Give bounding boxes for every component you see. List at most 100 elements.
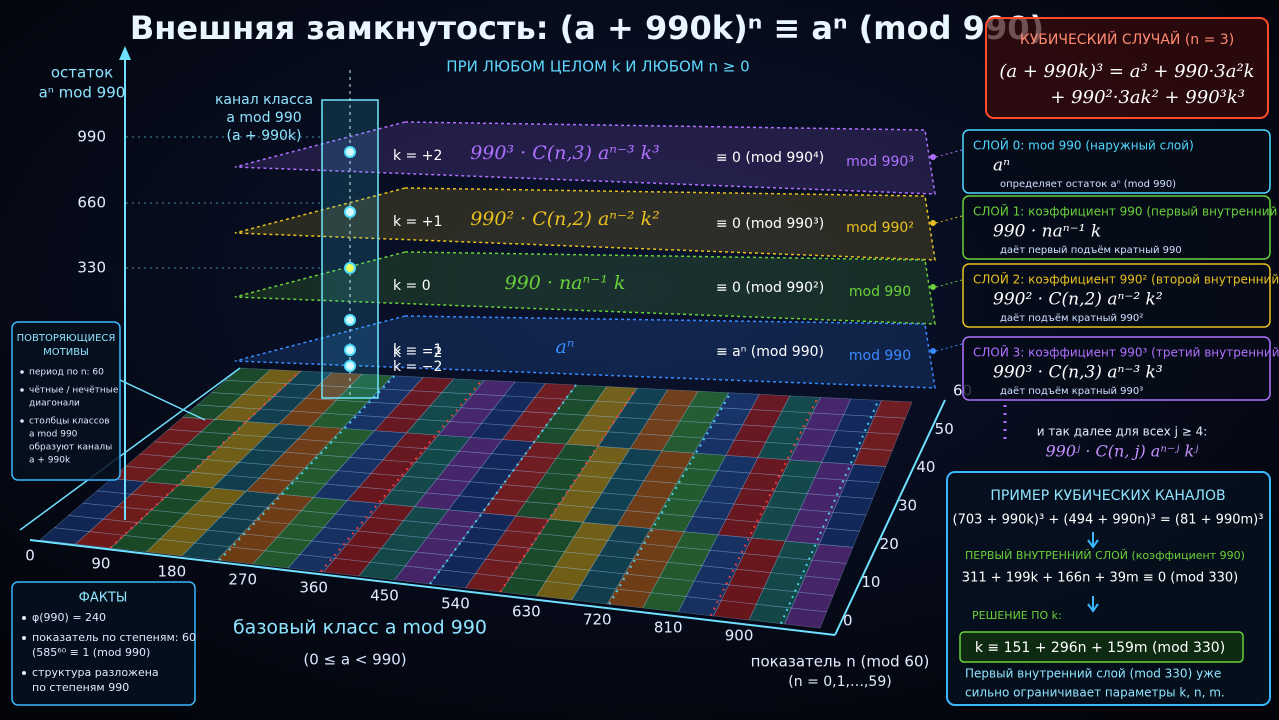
pointer [119, 379, 206, 421]
grid-cell [785, 524, 827, 545]
panel-note: определяет остаток aⁿ (mod 990) [1000, 179, 1176, 190]
panel-formula: 990² · C(n,2) aⁿ⁻² k² [993, 290, 1163, 310]
fact-item: φ(990) = 240 [32, 611, 106, 624]
x-axis-range: (0 ≤ a < 990) [303, 651, 406, 669]
arrow [1087, 596, 1099, 613]
channel-label: (a + 990k) [227, 128, 302, 144]
connector-dot [930, 348, 936, 354]
x-tick-label: 810 [654, 619, 683, 637]
n-tick-label: 40 [916, 458, 935, 476]
subtitle: ПРИ ЛЮБОМ ЦЕЛОМ k И ЛЮБОМ n ≥ 0 [446, 58, 749, 76]
motif-item: a + 990k [29, 456, 71, 466]
panel-formula: 990 · naⁿ⁻¹ k [993, 222, 1101, 242]
example-note: Первый внутренний слой (mod 330) уже [965, 667, 1221, 681]
k-label: k = −2 [393, 345, 442, 361]
axis [19, 367, 241, 531]
channel-line [109, 370, 302, 549]
channel-dot [344, 344, 356, 356]
channel-line [780, 399, 880, 624]
channel-dot [344, 360, 356, 372]
layer-term: 990² · C(n,2) aⁿ⁻² k² [470, 208, 660, 230]
step-equation: 311 + 199k + 166n + 39m ≡ 0 (mod 330) [962, 571, 1238, 586]
channel-line [499, 387, 638, 593]
step-title: ПЕРВЫЙ ВНУТРЕННИЙ СЛОЙ (коэффициент 990) [965, 549, 1245, 562]
connector-dot [930, 284, 936, 290]
cubic-line: + 990²·3ak² + 990³k³ [1050, 87, 1245, 108]
y-tick-label: 990 [77, 128, 106, 146]
x-tick-label: 900 [725, 627, 754, 645]
y-tick-label: 660 [77, 194, 106, 212]
facts-title: ФАКТЫ [79, 591, 128, 606]
channel-label: a mod 990 [226, 110, 301, 126]
x-tick-label: 720 [583, 611, 612, 629]
example-equation: (703 + 990k)³ + (494 + 990n)³ = (81 + 99… [953, 513, 1264, 528]
grid-cell [825, 511, 867, 532]
n-tick-label: 20 [880, 535, 899, 553]
n-tick-label: 10 [861, 573, 880, 591]
k-label: k = +2 [393, 148, 442, 164]
k-label: k = −1 [393, 342, 442, 358]
layer-plane [234, 187, 936, 261]
k-label: k = 0 [393, 278, 431, 294]
layer-panel [962, 195, 1271, 260]
layer-modulus: mod 990³ [846, 154, 914, 170]
n-tick-label: 30 [898, 497, 917, 515]
title: Внешняя замкнутость: (a + 990k)ⁿ ≡ aⁿ (m… [130, 9, 1044, 47]
layer-congruence: ≡ 0 (mod 990⁴) [716, 150, 824, 166]
motif-item: чётные / нечётные [29, 386, 119, 396]
grid-cell [846, 464, 887, 484]
grid-cell [853, 448, 893, 467]
k-label: k = −2 [393, 359, 442, 375]
layer-panel [962, 336, 1271, 401]
grid-cell [811, 543, 854, 564]
fact-item: по степеням 990 [32, 681, 129, 694]
layer-panel [962, 129, 1271, 194]
layer-term: 990 · naⁿ⁻¹ k [505, 272, 626, 294]
x-tick-label: 0 [25, 547, 35, 565]
panel-title: СЛОЙ 1: коэффициент 990 (первый внутренн… [973, 204, 1279, 219]
channel-dot [344, 206, 356, 218]
panel-formula: aⁿ [993, 156, 1010, 176]
layer-modulus: mod 990² [846, 220, 914, 236]
arrow [1087, 532, 1099, 549]
motifs-title: ПОВТОРЯЮЩИЕСЯ [17, 333, 116, 344]
channel-label: канал класса [215, 92, 313, 108]
y-axis-title: остаток [51, 64, 113, 82]
channel-line [218, 375, 396, 561]
x-tick-label: 630 [512, 603, 541, 621]
x-tick-label: 270 [228, 571, 257, 589]
step-title: РЕШЕНИЕ ПО k: [972, 609, 1062, 622]
x-axis-title: базовый класс a mod 990 [233, 617, 487, 639]
panel-formula: 990³ · C(n,3) aⁿ⁻³ k³ [993, 363, 1163, 383]
bullet [22, 671, 26, 675]
n-tick-label: 50 [935, 420, 954, 438]
grid-cell [867, 416, 906, 435]
solution: k ≡ 151 + 296n + 159m (mod 330) [975, 640, 1225, 656]
layer-panel [962, 263, 1271, 328]
channel-dot [344, 262, 356, 274]
cubic-box [985, 17, 1269, 119]
grid-cell [777, 540, 820, 561]
grid-cell [832, 495, 874, 516]
grid-cell [839, 479, 880, 500]
bullet [20, 370, 24, 374]
grid-cell [792, 509, 834, 529]
y-tick-label: 330 [77, 259, 106, 277]
panel-title: СЛОЙ 0: mod 990 (наружный слой) [973, 138, 1194, 153]
layer-congruence: ≡ aⁿ (mod 990) [716, 344, 824, 360]
motif-item: образуют каналы [29, 443, 112, 453]
layer-term: aⁿ [555, 336, 574, 358]
x-tick-label: 360 [299, 579, 328, 597]
facts-box [11, 581, 196, 706]
cubic-line: (a + 990k)³ = a³ + 990·3a²k [999, 61, 1254, 82]
motifs-box [11, 321, 121, 481]
x-tick-label: 540 [441, 595, 470, 613]
bullet [22, 616, 26, 620]
layer-plane [234, 121, 936, 195]
layer-congruence: ≡ 0 (mod 990²) [716, 280, 824, 296]
bullet [20, 419, 24, 423]
axis-arrow [119, 46, 131, 60]
layer-plane [234, 251, 936, 325]
motif-item: a mod 990 [29, 430, 78, 440]
